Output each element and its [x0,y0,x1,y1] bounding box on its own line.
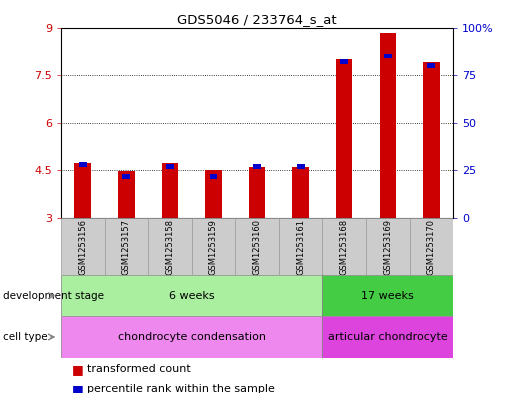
Bar [379,33,396,218]
Bar [166,164,174,169]
Bar [423,62,440,218]
Bar [122,174,130,178]
Text: GSM1253156: GSM1253156 [78,219,87,275]
Text: GSM1253169: GSM1253169 [383,219,392,275]
Text: 17 weeks: 17 weeks [361,291,414,301]
Bar [205,171,222,218]
Text: GSM1253157: GSM1253157 [122,219,131,275]
Bar [293,167,309,218]
Text: ■: ■ [72,382,83,393]
Text: GSM1253160: GSM1253160 [253,219,261,275]
Text: percentile rank within the sample: percentile rank within the sample [87,384,275,393]
Text: chondrocyte condensation: chondrocyte condensation [118,332,266,342]
Bar [253,164,261,169]
Text: development stage: development stage [3,291,104,301]
Text: GSM1253158: GSM1253158 [165,219,174,275]
Bar [279,218,322,275]
Bar [209,174,217,178]
Text: cell type: cell type [3,332,47,342]
Bar [61,316,322,358]
Text: GSM1253161: GSM1253161 [296,219,305,275]
Text: GSM1253168: GSM1253168 [340,219,349,275]
Bar [104,218,148,275]
Bar [322,218,366,275]
Bar [322,316,453,358]
Bar [162,163,178,218]
Bar [410,218,453,275]
Text: articular chondrocyte: articular chondrocyte [328,332,448,342]
Bar [61,275,322,316]
Bar [235,218,279,275]
Bar [79,162,87,167]
Bar [366,218,410,275]
Bar [249,167,266,218]
Bar [322,275,453,316]
Bar [148,218,192,275]
Text: 6 weeks: 6 weeks [169,291,215,301]
Text: transformed count: transformed count [87,364,191,375]
Bar [192,218,235,275]
Bar [340,59,348,64]
Bar [297,164,305,169]
Bar [61,218,104,275]
Bar [384,54,392,59]
Bar [118,171,135,218]
Bar [427,63,435,68]
Text: ■: ■ [72,363,83,376]
Text: GSM1253159: GSM1253159 [209,219,218,275]
Bar [336,59,352,218]
Bar [74,163,91,218]
Title: GDS5046 / 233764_s_at: GDS5046 / 233764_s_at [177,13,337,26]
Text: GSM1253170: GSM1253170 [427,219,436,275]
